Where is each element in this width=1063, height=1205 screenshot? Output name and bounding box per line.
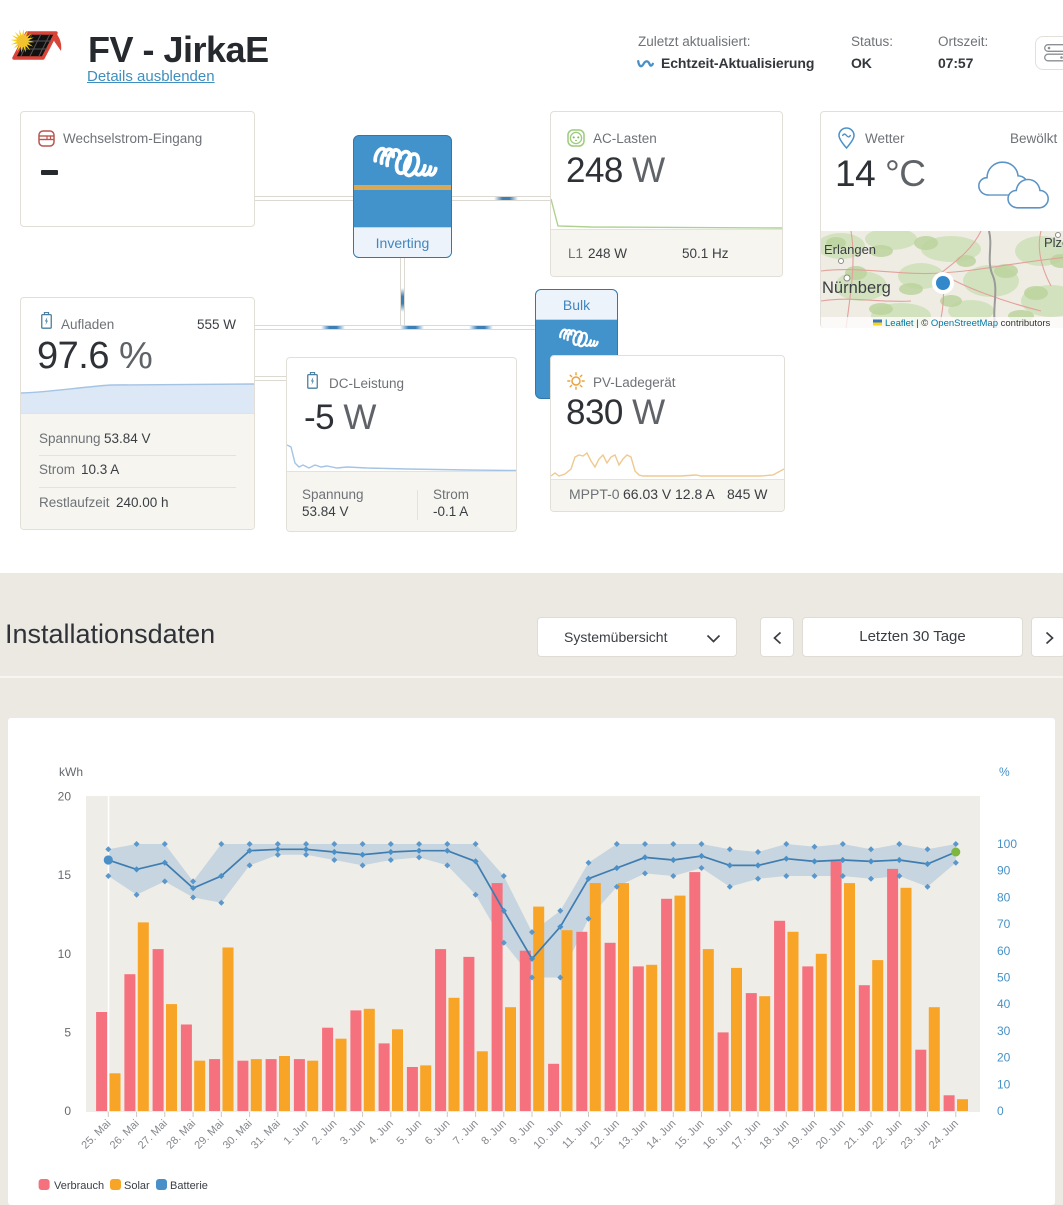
svg-text:20: 20: [58, 790, 72, 804]
svg-text:12. Jun: 12. Jun: [588, 1118, 622, 1152]
svg-text:7. Jun: 7. Jun: [451, 1118, 481, 1148]
svg-text:1. Jun: 1. Jun: [282, 1118, 312, 1148]
svg-text:60: 60: [997, 944, 1011, 958]
svg-text:Plze: Plze: [1044, 235, 1063, 250]
svg-text:30: 30: [997, 1024, 1011, 1038]
svg-text:Solar: Solar: [124, 1180, 150, 1192]
svg-text:25. Mai: 25. Mai: [79, 1118, 113, 1152]
svg-text:26. Mai: 26. Mai: [108, 1118, 142, 1152]
svg-text:15. Jun: 15. Jun: [673, 1118, 707, 1152]
svg-text:31. Mai: 31. Mai: [249, 1118, 283, 1152]
svg-text:100: 100: [997, 837, 1017, 851]
svg-text:Nürnberg: Nürnberg: [822, 279, 891, 297]
svg-text:Erlangen: Erlangen: [824, 242, 876, 257]
svg-text:18. Jun: 18. Jun: [757, 1118, 791, 1152]
svg-text:29. Mai: 29. Mai: [192, 1118, 226, 1152]
svg-text:10. Jun: 10. Jun: [531, 1118, 565, 1152]
svg-text:24. Jun: 24. Jun: [927, 1118, 961, 1152]
svg-text:3. Jun: 3. Jun: [338, 1118, 368, 1148]
svg-text:19. Jun: 19. Jun: [786, 1118, 820, 1152]
svg-text:30. Mai: 30. Mai: [221, 1118, 255, 1152]
svg-text:4. Jun: 4. Jun: [366, 1118, 396, 1148]
svg-text:14. Jun: 14. Jun: [644, 1118, 678, 1152]
svg-text:10: 10: [58, 947, 72, 961]
svg-text:10: 10: [997, 1077, 1011, 1091]
svg-text:20. Jun: 20. Jun: [814, 1118, 848, 1152]
svg-text:Verbrauch: Verbrauch: [54, 1180, 104, 1192]
svg-text:5: 5: [64, 1025, 71, 1039]
svg-text:11. Jun: 11. Jun: [560, 1118, 593, 1151]
svg-text:Batterie: Batterie: [170, 1180, 208, 1192]
svg-text:kWh: kWh: [59, 765, 83, 779]
svg-text:8. Jun: 8. Jun: [479, 1118, 509, 1148]
svg-text:50: 50: [997, 971, 1011, 985]
svg-text:16. Jun: 16. Jun: [701, 1118, 735, 1152]
svg-text:15: 15: [58, 868, 72, 882]
svg-text:20: 20: [997, 1051, 1011, 1065]
svg-text:2. Jun: 2. Jun: [310, 1118, 340, 1148]
svg-text:80: 80: [997, 890, 1011, 904]
svg-text:23. Jun: 23. Jun: [899, 1118, 933, 1152]
svg-text:%: %: [999, 765, 1010, 779]
svg-text:70: 70: [997, 917, 1011, 931]
svg-text:0: 0: [997, 1104, 1004, 1118]
svg-text:90: 90: [997, 864, 1011, 878]
svg-text:27. Mai: 27. Mai: [136, 1118, 170, 1152]
svg-text:21. Jun: 21. Jun: [842, 1118, 876, 1152]
svg-text:22. Jun: 22. Jun: [870, 1118, 904, 1152]
svg-text:Leaflet | © OpenStreetMap cont: Leaflet | © OpenStreetMap contributors: [885, 318, 1051, 328]
svg-text:17. Jun: 17. Jun: [729, 1118, 763, 1152]
svg-text:6. Jun: 6. Jun: [423, 1118, 453, 1148]
svg-text:13. Jun: 13. Jun: [616, 1118, 650, 1152]
svg-text:40: 40: [997, 997, 1011, 1011]
svg-text:5. Jun: 5. Jun: [395, 1118, 425, 1148]
svg-text:0: 0: [64, 1104, 71, 1118]
svg-text:28. Mai: 28. Mai: [164, 1118, 198, 1152]
